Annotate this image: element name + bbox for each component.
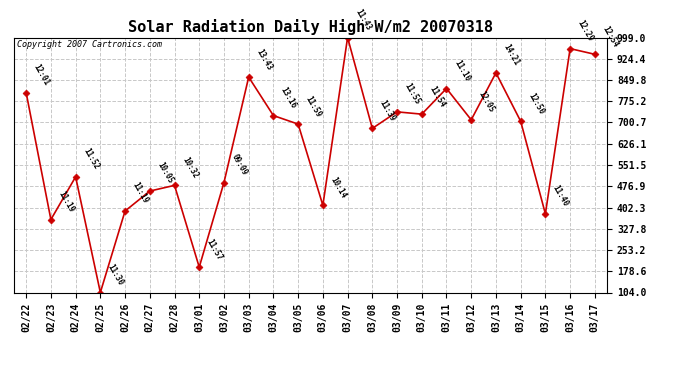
Text: 11:30: 11:30 [106, 262, 126, 287]
Text: 12:05: 12:05 [477, 90, 496, 114]
Text: 12:29: 12:29 [575, 18, 595, 43]
Text: 12:01: 12:01 [32, 63, 51, 87]
Text: 12:50: 12:50 [526, 91, 546, 116]
Title: Solar Radiation Daily High W/m2 20070318: Solar Radiation Daily High W/m2 20070318 [128, 19, 493, 35]
Text: 11:19: 11:19 [57, 189, 76, 214]
Text: 11:19: 11:19 [130, 181, 150, 206]
Text: 11:52: 11:52 [81, 147, 101, 171]
Text: 13:16: 13:16 [279, 86, 298, 110]
Text: 10:05: 10:05 [155, 161, 175, 186]
Text: 11:43: 11:43 [353, 8, 373, 32]
Text: 11:39: 11:39 [378, 98, 397, 123]
Text: 10:14: 10:14 [328, 175, 348, 200]
Text: 11:55: 11:55 [402, 82, 422, 106]
Text: Copyright 2007 Cartronics.com: Copyright 2007 Cartronics.com [17, 40, 161, 49]
Text: 12:54: 12:54 [600, 24, 620, 49]
Text: 11:10: 11:10 [452, 58, 471, 83]
Text: 14:21: 14:21 [502, 43, 521, 67]
Text: 11:54: 11:54 [427, 84, 446, 109]
Text: 11:40: 11:40 [551, 184, 571, 208]
Text: 13:43: 13:43 [254, 47, 274, 72]
Text: 11:59: 11:59 [304, 94, 323, 118]
Text: 10:32: 10:32 [180, 155, 199, 180]
Text: 11:57: 11:57 [205, 237, 224, 262]
Text: 09:09: 09:09 [230, 153, 249, 177]
